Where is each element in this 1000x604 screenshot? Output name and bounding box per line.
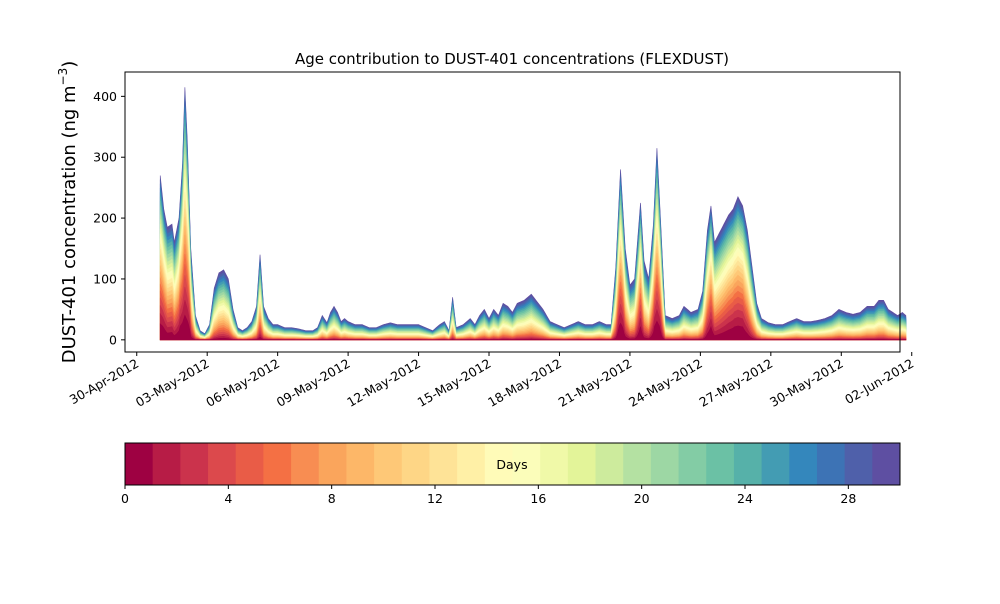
colorbar-swatch: [595, 443, 624, 485]
x-tick-label: 15-May-2012: [415, 356, 494, 410]
age-band-area: [159, 113, 907, 341]
colorbar-swatch: [816, 443, 846, 485]
x-tick-label: 06-May-2012: [203, 356, 282, 410]
colorbar-ticks: 0 4 8 12 16 20 24 28: [121, 485, 856, 506]
colorbar-swatch: [374, 443, 403, 485]
colorbar-swatch: [540, 443, 569, 485]
colorbar-frame: [124, 442, 901, 486]
x-tick-label: 18-May-2012: [485, 356, 564, 410]
colorbar-swatch: [733, 443, 763, 485]
x-tick-label: 30-May-2012: [767, 356, 846, 410]
colorbar-tick-label: 16: [530, 491, 546, 506]
y-axis-label-exponent: −3: [56, 68, 70, 86]
y-tick-label: 100: [93, 271, 117, 286]
colorbar: [124, 442, 901, 486]
colorbar-label: Days: [496, 457, 527, 472]
age-band-area: [159, 119, 907, 341]
colorbar-swatch: [484, 443, 513, 485]
colorbar-swatch: [263, 443, 292, 485]
colorbar-tick-label: 0: [121, 491, 129, 506]
y-axis-label-main: DUST-401 concentration (ng m: [59, 85, 80, 363]
x-tick-label: 24-May-2012: [626, 356, 705, 410]
y-axis-label-close: ): [59, 61, 80, 68]
colorbar-swatch: [125, 443, 154, 485]
colorbar-tick-label: 12: [427, 491, 443, 506]
colorbar-swatch: [789, 443, 818, 485]
colorbar-tick-label: 24: [737, 491, 753, 506]
axes-frame: [124, 71, 901, 353]
colorbar-swatch: [844, 443, 873, 485]
y-tick-label: 200: [93, 211, 117, 226]
plot-area: [159, 87, 907, 341]
x-tick-label: 03-May-2012: [133, 356, 212, 410]
colorbar-swatch: [623, 443, 652, 485]
x-ticks: 30-Apr-201203-May-201206-May-201209-May-…: [67, 352, 916, 410]
colorbar-tick-label: 20: [634, 491, 650, 506]
colorbar-tick-label: 4: [224, 491, 232, 506]
colorbar-swatch: [180, 443, 209, 485]
colorbar-swatch: [401, 443, 430, 485]
colorbar-swatch: [872, 443, 901, 485]
x-tick-label: 09-May-2012: [274, 356, 353, 410]
colorbar-tick-label: 28: [840, 491, 856, 506]
y-tick-label: 0: [109, 332, 117, 347]
colorbar-swatch: [318, 443, 347, 485]
colorbar-swatch: [650, 443, 680, 485]
x-tick-label: 02-Jun-2012: [842, 356, 916, 407]
colorbar-swatch: [208, 443, 237, 485]
x-tick-label: 27-May-2012: [696, 356, 775, 410]
colorbar-swatch: [457, 443, 486, 485]
colorbar-swatch: [429, 443, 458, 485]
age-band-area: [159, 126, 907, 341]
colorbar-swatch: [235, 443, 264, 485]
colorbar-swatch: [291, 443, 320, 485]
colorbar-tick-label: 8: [328, 491, 336, 506]
x-tick-label: 12-May-2012: [344, 356, 423, 410]
colorbar-swatch: [678, 443, 707, 485]
colorbar-swatch: [346, 443, 375, 485]
colorbar-swatch: [761, 443, 790, 485]
y-tick-label: 300: [93, 150, 117, 165]
y-axis-label: DUST-401 concentration (ng m−3): [56, 61, 80, 364]
colorbar-swatch: [706, 443, 735, 485]
chart-title: Age contribution to DUST-401 concentrati…: [295, 50, 729, 68]
x-tick-label: 21-May-2012: [556, 356, 635, 410]
colorbar-swatch: [512, 443, 541, 485]
y-ticks: 0 100 200 300 400: [93, 89, 125, 347]
colorbar-swatch: [152, 443, 181, 485]
age-band-area: [159, 314, 907, 341]
colorbar-swatch: [567, 443, 597, 485]
y-tick-label: 400: [93, 89, 117, 104]
